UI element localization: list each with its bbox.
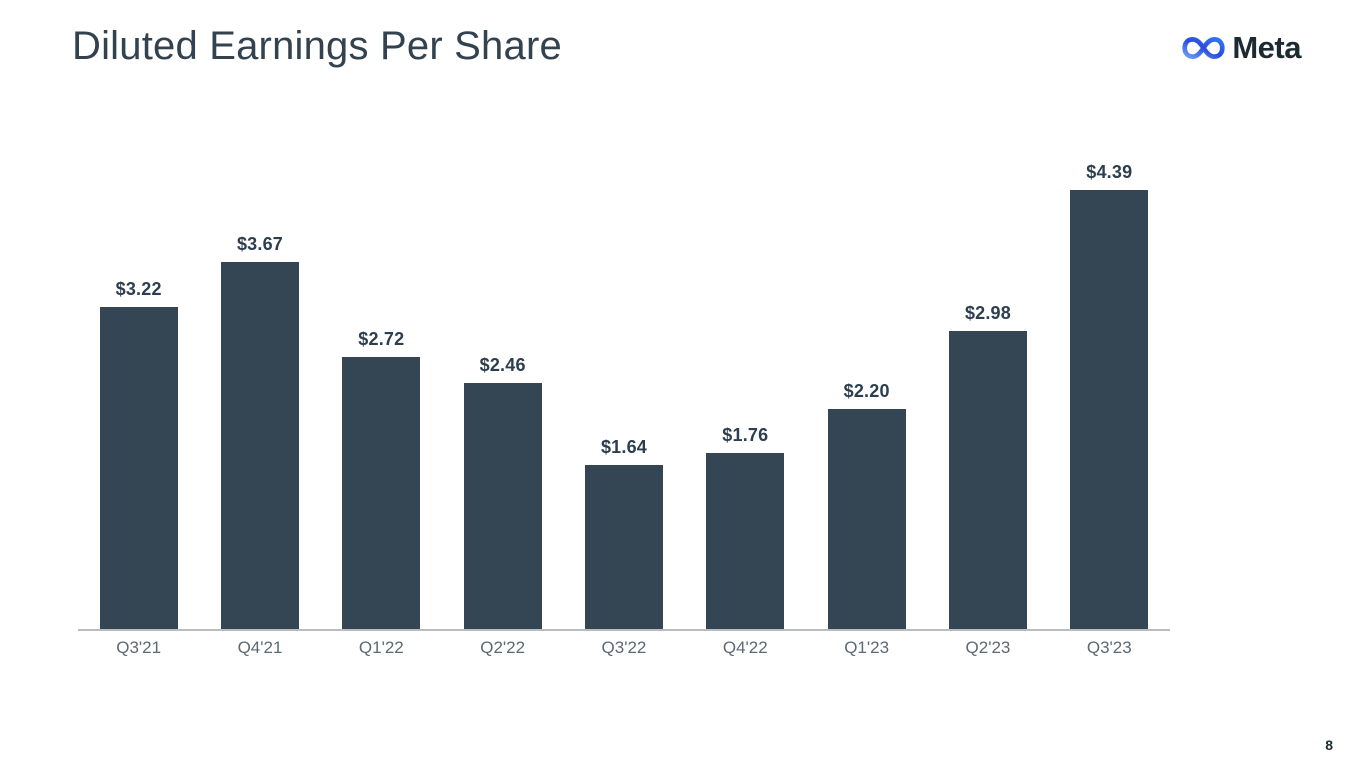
page-title: Diluted Earnings Per Share — [72, 24, 562, 68]
bar — [827, 409, 906, 629]
bar-column: $3.67 — [199, 150, 320, 629]
bar — [948, 331, 1027, 629]
bar-value-label: $2.20 — [843, 381, 890, 401]
x-axis-tick-label: Q2'23 — [965, 638, 1011, 657]
bar-value-label: $1.76 — [722, 425, 769, 445]
page-number: 8 — [1325, 737, 1333, 753]
bar-chart: $3.22 $3.67 $2.72 $2.46 $1.64 $1.76 $2.20 $2.98… — [78, 150, 1170, 658]
x-axis-tick-label: Q1'22 — [358, 638, 404, 657]
bar — [220, 262, 299, 629]
bar-column: $2.46 — [442, 150, 563, 629]
x-axis-tick-label: Q4'22 — [722, 638, 768, 657]
bar-value-label: $2.98 — [964, 303, 1011, 323]
bar-column: $2.72 — [321, 150, 442, 629]
bar-value-label: $3.22 — [115, 279, 162, 299]
bar — [463, 383, 542, 629]
bar — [584, 465, 663, 629]
x-axis-tick-label: Q3'22 — [601, 638, 647, 657]
bar-column: $4.39 — [1049, 150, 1170, 629]
bar — [1070, 190, 1149, 629]
meta-logo: Meta — [1180, 30, 1301, 66]
bar-value-label: $2.72 — [358, 329, 405, 349]
x-axis-tick-label: Q3'21 — [116, 638, 162, 657]
x-axis-ticks: Q3'21 Q4'21 Q1'22 Q2'22 Q3'22 Q4'22 Q1'23 Q2'23… — [78, 638, 1170, 658]
x-axis-line — [78, 629, 1170, 631]
meta-infinity-icon — [1180, 33, 1227, 63]
bar-column: $2.20 — [806, 150, 927, 629]
bar — [99, 307, 178, 629]
x-axis-tick-label: Q1'23 — [844, 638, 890, 657]
bar-value-label: $4.39 — [1086, 162, 1133, 182]
x-axis-tick-label: Q4'21 — [237, 638, 283, 657]
bar-column: $1.76 — [685, 150, 806, 629]
bar-column: $3.22 — [78, 150, 199, 629]
bar-value-label: $2.46 — [479, 355, 526, 375]
bar — [342, 357, 421, 629]
plot-area: $3.22 $3.67 $2.72 $2.46 $1.64 $1.76 $2.20 $2.98… — [78, 150, 1170, 629]
bar-column: $2.98 — [927, 150, 1048, 629]
meta-wordmark: Meta — [1232, 30, 1301, 65]
bar-value-label: $1.64 — [600, 437, 647, 457]
bar-column: $1.64 — [563, 150, 684, 629]
x-axis-tick-label: Q2'22 — [480, 638, 526, 657]
x-axis-tick-label: Q3'23 — [1086, 638, 1132, 657]
bar — [706, 453, 785, 629]
bar-value-label: $3.67 — [236, 234, 284, 254]
